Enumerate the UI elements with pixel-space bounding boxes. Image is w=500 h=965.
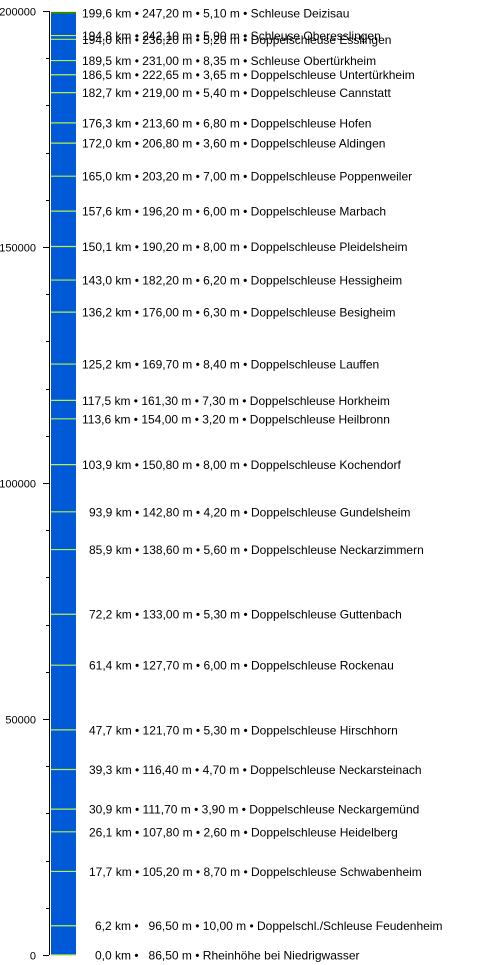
y-tick-label: 100000 (0, 479, 36, 491)
lock-label: 199,6 km • 247,20 m • 5,10 m • Schleuse … (82, 6, 349, 20)
lock-label: 150,1 km • 190,20 m • 8,00 m • Doppelsch… (82, 240, 407, 254)
lock-label: 85,9 km • 138,60 m • 5,60 m • Doppelschl… (89, 543, 424, 557)
lock-label: 93,9 km • 142,80 m • 4,20 m • Doppelschl… (89, 505, 410, 519)
lock-label: 194,8 km • 242,10 m • 5,90 m • Schleuse … (82, 29, 381, 43)
y-tick-label: 150000 (0, 243, 36, 255)
y-tick-label: 50000 (5, 715, 36, 727)
lock-label: 125,2 km • 169,70 m • 8,40 m • Doppelsch… (82, 358, 379, 372)
lock-label: 189,5 km • 231,00 m • 8,35 m • Schleuse … (82, 54, 376, 68)
lock-label: 6,2 km • 96,50 m • 10,00 m • Doppelschl.… (95, 919, 442, 933)
lock-layer: 199,6 km • 247,20 m • 5,10 m • Schleuse … (51, 6, 442, 963)
lock-label: 39,3 km • 116,40 m • 4,70 m • Doppelschl… (89, 763, 422, 777)
y-tick-label: 200000 (0, 7, 36, 19)
lock-label: 0,0 km • 86,50 m • Rheinhöhe bei Niedrig… (95, 949, 360, 963)
lock-label: 194,0 km • 236,20 m • 5,20 m • Doppelsch… (82, 33, 391, 47)
lock-label: 182,7 km • 219,00 m • 5,40 m • Doppelsch… (82, 86, 391, 100)
lock-label: 117,5 km • 161,30 m • 7,30 m • Doppelsch… (82, 394, 390, 408)
lock-label: 165,0 km • 203,20 m • 7,00 m • Doppelsch… (82, 170, 412, 184)
lock-label: 47,7 km • 121,70 m • 5,30 m • Doppelschl… (89, 723, 398, 737)
bar-layer (51, 12, 76, 955)
lock-label: 143,0 km • 182,20 m • 6,20 m • Doppelsch… (82, 274, 402, 288)
y-axis: 0 50000 100000 150000 200000 (0, 7, 50, 963)
lock-label: 17,7 km • 105,20 m • 8,70 m • Doppelschl… (89, 865, 422, 879)
lock-label: 30,9 km • 111,70 m • 3,90 m • Doppelschl… (89, 803, 419, 817)
lock-label: 176,3 km • 213,60 m • 6,80 m • Doppelsch… (82, 116, 371, 130)
river-bar (51, 12, 76, 955)
lock-label: 172,0 km • 206,80 m • 3,60 m • Doppelsch… (82, 137, 385, 151)
y-tick-label: 0 (30, 951, 36, 963)
lock-label: 26,1 km • 107,80 m • 2,60 m • Doppelschl… (89, 825, 398, 839)
lock-label: 72,2 km • 133,00 m • 5,30 m • Doppelschl… (89, 608, 402, 622)
lock-label: 136,2 km • 176,00 m • 6,30 m • Doppelsch… (82, 306, 395, 320)
lock-label: 103,9 km • 150,80 m • 8,00 m • Doppelsch… (82, 458, 401, 472)
lock-label: 157,6 km • 196,20 m • 6,00 m • Doppelsch… (82, 205, 386, 219)
lock-label: 186,5 km • 222,65 m • 3,65 m • Doppelsch… (82, 68, 415, 82)
lock-label: 61,4 km • 127,70 m • 6,00 m • Doppelschl… (89, 659, 394, 673)
lock-label: 113,6 km • 154,00 m • 3,20 m • Doppelsch… (82, 412, 390, 426)
